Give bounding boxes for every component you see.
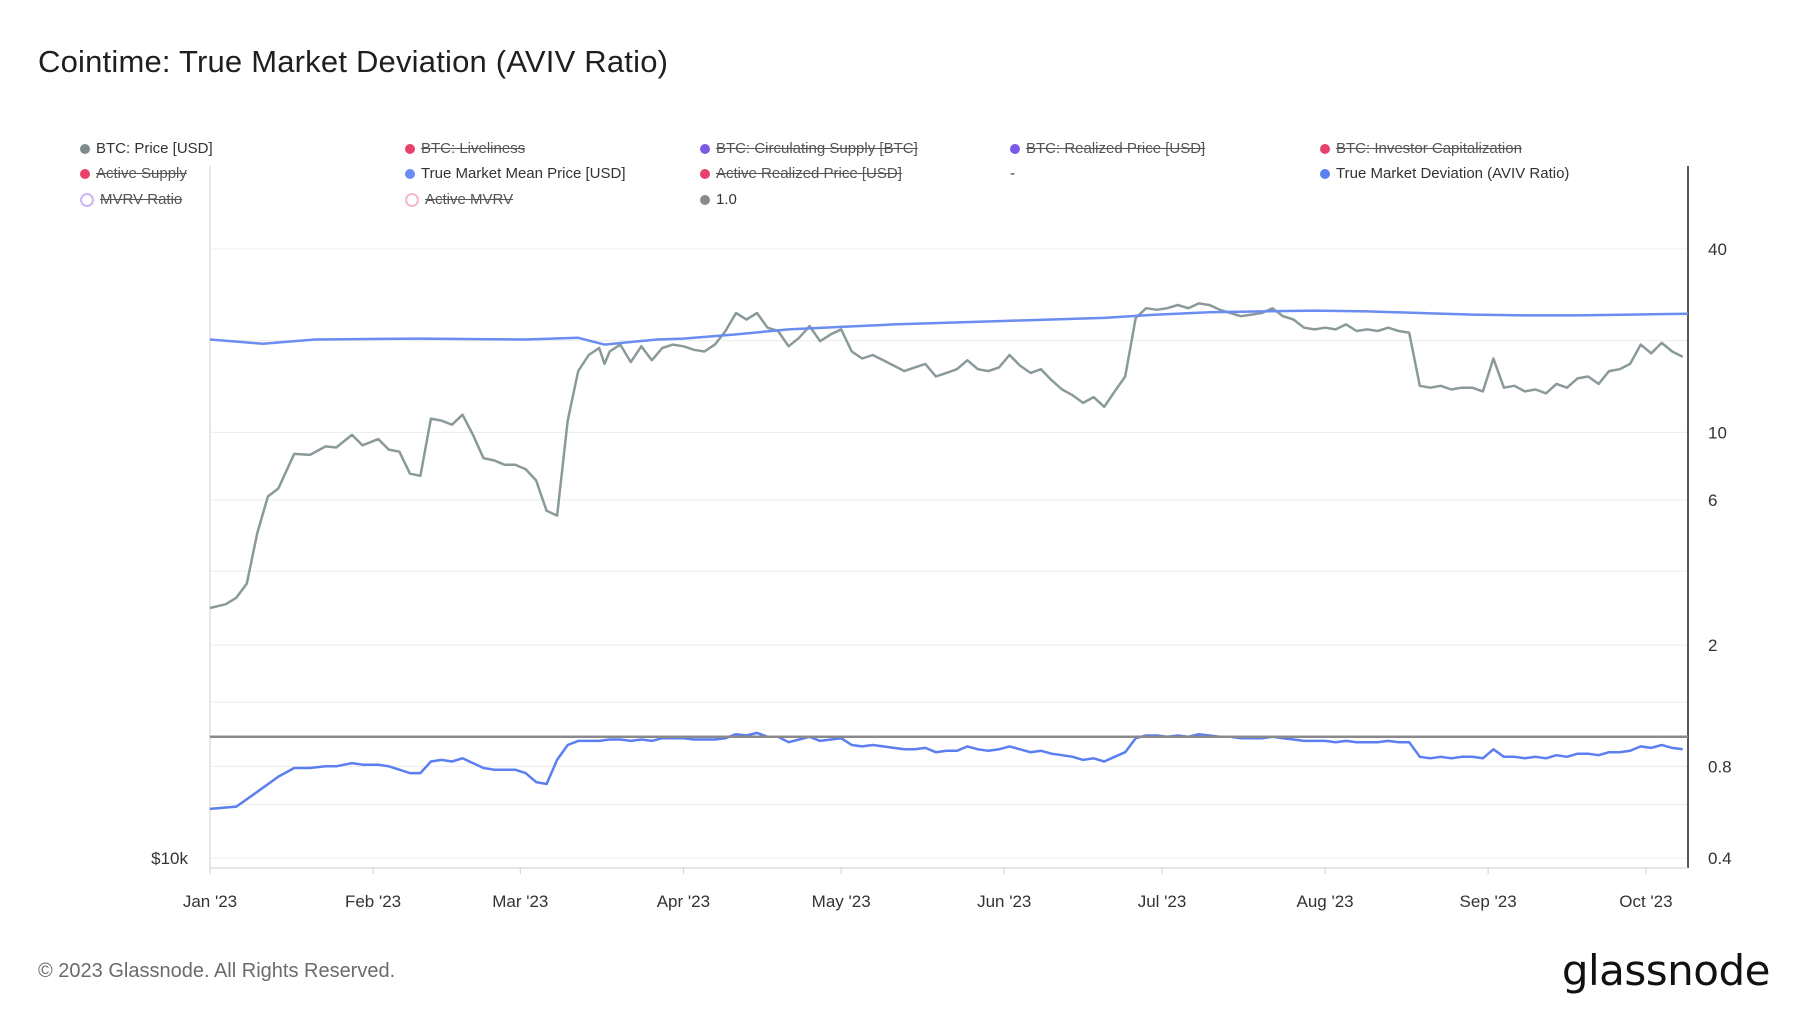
copyright-footer: © 2023 Glassnode. All Rights Reserved.	[38, 960, 396, 982]
legend-label: True Market Deviation (AVIV Ratio)	[1336, 165, 1570, 182]
axes	[209, 166, 1689, 869]
legend-item[interactable]: BTC: Circulating Supply [BTC]	[700, 140, 918, 157]
legend-marker-icon	[80, 168, 90, 179]
legend-item[interactable]: BTC: Investor Capitalization	[1320, 140, 1522, 157]
legend-marker-icon	[80, 143, 90, 154]
y-tick-label: 0.8	[1708, 757, 1732, 776]
grid-lines	[210, 248, 1688, 859]
y-tick-label: 2	[1708, 636, 1717, 655]
chart-title: Cointime: True Market Deviation (AVIV Ra…	[38, 44, 669, 79]
legend-item[interactable]: -	[1010, 165, 1015, 182]
legend-label: True Market Mean Price [USD]	[421, 165, 626, 182]
x-tick-label: Sep '23	[1460, 892, 1517, 911]
series-layer	[209, 302, 1689, 811]
legend-label: BTC: Price [USD]	[96, 140, 213, 157]
legend-item[interactable]: True Market Mean Price [USD]	[405, 165, 626, 182]
legend-marker-icon	[80, 192, 94, 207]
legend-item[interactable]: MVRV Ratio	[80, 191, 182, 208]
legend-item[interactable]: 1.0	[700, 191, 737, 208]
y-tick-label: 0.4	[1708, 849, 1732, 868]
x-tick-label: Oct '23	[1619, 892, 1672, 911]
x-tick-label: Jan '23	[183, 892, 237, 911]
legend-marker-icon	[1010, 143, 1020, 154]
legend-label: BTC: Investor Capitalization	[1336, 140, 1522, 157]
legend-marker-icon	[700, 168, 710, 179]
legend-marker-icon	[700, 143, 710, 154]
legend-item[interactable]: Active MVRV	[405, 191, 513, 208]
series-line	[209, 302, 1684, 610]
legend-label: BTC: Circulating Supply [BTC]	[716, 140, 918, 157]
legend-marker-icon	[405, 143, 415, 154]
legend-item[interactable]: BTC: Liveliness	[405, 140, 525, 157]
x-tick-label: Apr '23	[657, 892, 710, 911]
y-tick-label: 6	[1708, 491, 1717, 510]
legend-label: Active Realized Price [USD]	[716, 165, 902, 182]
legend-label: MVRV Ratio	[100, 191, 183, 208]
left-axis-label: $10k	[151, 849, 188, 868]
y-tick-label: 10	[1708, 423, 1727, 442]
legend-marker-icon	[405, 168, 415, 179]
legend-label: BTC: Liveliness	[421, 140, 526, 157]
legend-label: 1.0	[716, 191, 737, 208]
x-tick-label: Jul '23	[1138, 892, 1187, 911]
x-tick-label: May '23	[812, 892, 871, 911]
x-tick-label: Jun '23	[977, 892, 1031, 911]
legend-item[interactable]: Active Realized Price [USD]	[700, 165, 902, 182]
legend-label: Active MVRV	[425, 191, 514, 208]
series-line	[209, 309, 1689, 346]
legend-item[interactable]: Active Supply	[80, 165, 187, 182]
legend-label: -	[1010, 165, 1015, 182]
legend-marker-icon	[1320, 168, 1330, 179]
legend-marker-icon	[1320, 143, 1330, 154]
legend-marker-icon	[700, 194, 710, 205]
legend-item[interactable]: True Market Deviation (AVIV Ratio)	[1320, 165, 1569, 182]
legend-label: Active Supply	[96, 165, 187, 182]
series-line	[209, 731, 1683, 811]
glassnode-logo: glassnode	[1561, 946, 1771, 995]
legend-label: BTC: Realized Price [USD]	[1026, 140, 1206, 157]
x-axis-ticks: Jan '23 Feb '23 Mar '23 Apr '23 May '23 Jun '…	[183, 868, 1673, 911]
legend-item[interactable]: BTC: Realized Price [USD]	[1010, 140, 1205, 157]
legend-item[interactable]: BTC: Price [USD]	[80, 140, 213, 157]
x-tick-label: Mar '23	[492, 892, 548, 911]
x-tick-label: Aug '23	[1297, 892, 1354, 911]
legend: BTC: Price [USD] BTC: Liveliness BTC: Circ…	[80, 140, 1640, 220]
x-tick-label: Feb '23	[345, 892, 401, 911]
legend-marker-icon	[405, 192, 419, 207]
y-tick-label: 40	[1708, 240, 1727, 259]
y-axis-ticks: 0.4 0.8 2 6 10 40 $10k	[151, 240, 1732, 868]
